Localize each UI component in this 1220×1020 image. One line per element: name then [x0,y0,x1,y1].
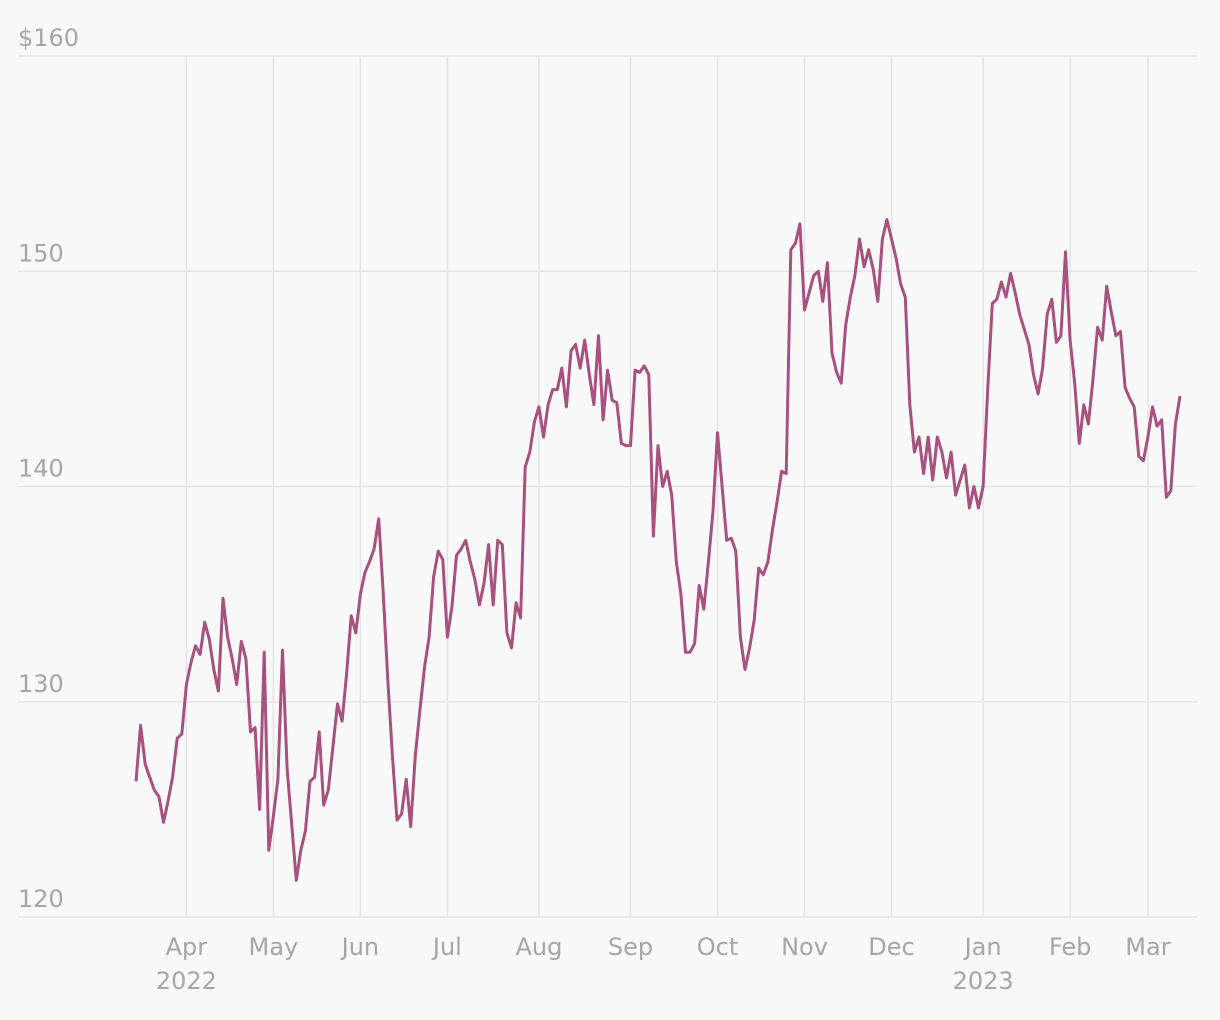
x-tick-label: Oct [697,933,739,961]
y-tick-label: 130 [18,670,64,698]
x-tick-label: Nov [781,933,828,961]
x-tick-label: Jul [431,933,462,961]
x-tick-label: Sep [608,933,653,961]
year-label: 2022 [156,967,217,995]
y-tick-label: 140 [18,455,64,483]
x-tick-label: Feb [1049,933,1092,961]
y-tick-label: $160 [18,24,79,52]
x-tick-label: May [249,933,299,961]
x-tick-label: Jun [340,933,380,961]
x-tick-label: Aug [516,933,563,961]
x-tick-label: Apr [166,933,208,961]
x-tick-label: Dec [868,933,914,961]
x-tick-label: Jan [963,933,1002,961]
y-tick-label: 120 [18,885,64,913]
x-tick-label: Mar [1125,933,1170,961]
y-tick-label: 150 [18,239,64,267]
year-label: 2023 [953,967,1014,995]
price-line [134,218,1182,882]
